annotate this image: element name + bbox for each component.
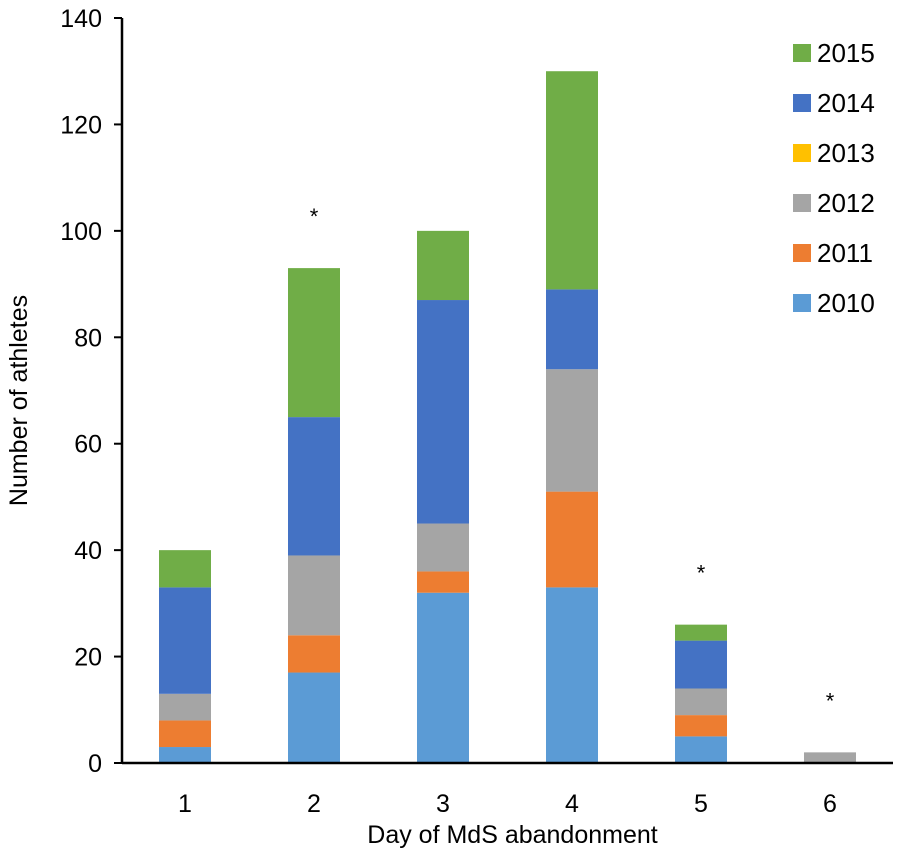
bar-segment (546, 587, 598, 763)
y-tick-label: 120 (60, 111, 102, 139)
bar-segment (804, 752, 856, 763)
x-axis-ticks: 1 2 3 4 5 6 (178, 790, 837, 818)
bar-segment (159, 747, 211, 763)
y-tick-label: 80 (74, 324, 102, 352)
x-tick-label: 1 (178, 790, 192, 818)
y-tick-label: 40 (74, 537, 102, 565)
bar-segment (675, 640, 727, 689)
bar-segment (288, 268, 340, 418)
significance-marker: * (310, 204, 319, 229)
significance-marker: * (826, 688, 835, 713)
y-axis-ticks: 0 20 40 60 80 100 120 140 (60, 5, 122, 778)
y-tick-label: 0 (88, 750, 102, 778)
bar-segment (159, 720, 211, 748)
bar-segment (417, 230, 469, 301)
annotations-layer: * * * (310, 204, 835, 713)
bar-segment (675, 688, 727, 716)
x-tick-label: 3 (436, 790, 450, 818)
bar-segment (675, 624, 727, 641)
legend-swatch (793, 244, 811, 262)
bar-segment (546, 289, 598, 370)
bar-segment (675, 715, 727, 737)
legend-label: 2014 (817, 88, 875, 118)
bar-segment (417, 300, 469, 524)
bar-segment (288, 555, 340, 636)
legend-swatch (793, 44, 811, 62)
bar-segment (159, 693, 211, 721)
bars-layer (159, 71, 856, 763)
y-tick-label: 140 (60, 5, 102, 33)
bar-segment (546, 369, 598, 492)
bar-segment (675, 736, 727, 763)
legend-swatch (793, 144, 811, 162)
legend-label: 2010 (817, 288, 875, 318)
legend-label: 2013 (817, 138, 875, 168)
bar-segment (417, 571, 469, 593)
bar-segment (546, 71, 598, 290)
x-axis-label: Day of MdS abandonment (367, 821, 658, 849)
bar-segment (159, 550, 211, 588)
legend-swatch (793, 94, 811, 112)
x-tick-label: 6 (823, 790, 837, 818)
bar-segment (546, 491, 598, 588)
significance-marker: * (697, 561, 706, 586)
y-tick-label: 60 (74, 431, 102, 459)
bar-segment (288, 635, 340, 673)
bar-segment (417, 523, 469, 572)
legend: 2015 2014 2013 2012 2011 2010 (793, 38, 875, 318)
legend-label: 2012 (817, 188, 875, 218)
x-tick-label: 2 (307, 790, 321, 818)
x-tick-label: 4 (565, 790, 579, 818)
bar-segment (159, 587, 211, 694)
x-tick-label: 5 (694, 790, 708, 818)
y-tick-label: 100 (60, 218, 102, 246)
y-tick-label: 20 (74, 644, 102, 672)
bar-segment (417, 592, 469, 763)
y-axis-label: Number of athletes (5, 295, 33, 506)
legend-label: 2015 (817, 38, 875, 68)
legend-swatch (793, 194, 811, 212)
bar-segment (288, 672, 340, 763)
bar-segment (288, 417, 340, 556)
legend-swatch (793, 294, 811, 312)
legend-label: 2011 (817, 238, 873, 268)
